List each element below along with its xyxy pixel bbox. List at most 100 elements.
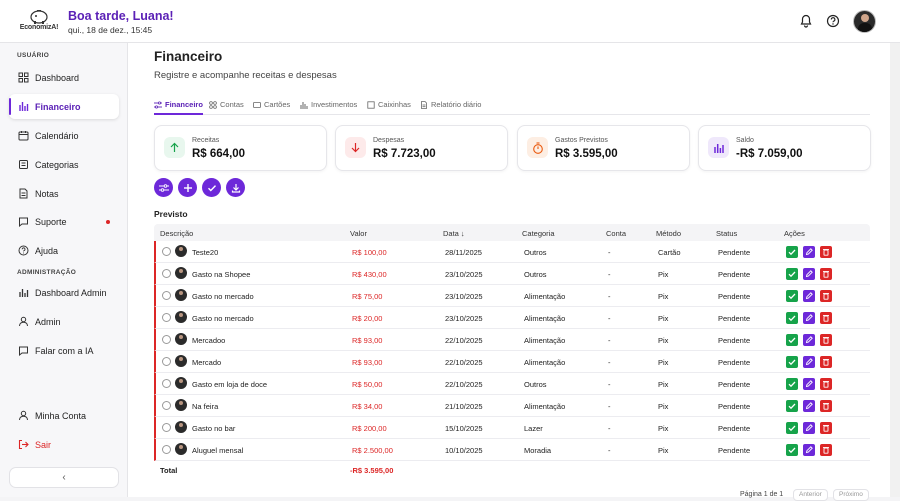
app-logo[interactable]: EconomizA! xyxy=(17,7,61,36)
row-select-radio[interactable] xyxy=(162,401,171,410)
collapse-sidebar-button[interactable]: ‹ xyxy=(9,467,119,488)
edit-row-button[interactable] xyxy=(803,378,815,390)
sidebar-item-categorias[interactable]: Categorias xyxy=(9,152,119,177)
table-row[interactable]: Gasto no bar R$ 200,00 15/10/2025 Lazer - Pix… xyxy=(154,417,870,439)
confirm-row-button[interactable] xyxy=(786,444,798,456)
download-button[interactable] xyxy=(226,178,245,197)
sidebar-item-minha-conta[interactable]: Minha Conta xyxy=(9,403,119,428)
edit-row-button[interactable] xyxy=(803,334,815,346)
scrollbar[interactable] xyxy=(890,43,900,497)
delete-row-button[interactable] xyxy=(820,312,832,324)
confirm-row-button[interactable] xyxy=(786,356,798,368)
box-icon xyxy=(367,100,375,109)
confirm-row-button[interactable] xyxy=(786,268,798,280)
table-row[interactable]: Teste20 R$ 100,00 28/11/2025 Outros - Cartão P… xyxy=(154,241,870,263)
sidebar-item-falar-com-ia[interactable]: Falar com a IA xyxy=(9,338,119,363)
confirm-row-button[interactable] xyxy=(786,422,798,434)
confirm-row-button[interactable] xyxy=(786,246,798,258)
confirm-button[interactable] xyxy=(202,178,221,197)
delete-row-button[interactable] xyxy=(820,268,832,280)
edit-row-button[interactable] xyxy=(803,356,815,368)
column-header[interactable]: Método xyxy=(656,229,682,238)
column-header[interactable]: Descrição xyxy=(160,229,194,238)
column-header[interactable]: Categoria xyxy=(522,229,555,238)
previous-page-button[interactable]: Anterior xyxy=(793,489,828,501)
logout-button[interactable]: Sair xyxy=(9,432,119,457)
sidebar-item-suporte[interactable]: Suporte xyxy=(9,209,119,234)
delete-row-button[interactable] xyxy=(820,378,832,390)
sidebar-item-ajuda[interactable]: Ajuda xyxy=(9,238,119,263)
delete-row-button[interactable] xyxy=(820,356,832,368)
add-button[interactable] xyxy=(178,178,197,197)
row-select-radio[interactable] xyxy=(162,379,171,388)
edit-row-button[interactable] xyxy=(803,290,815,302)
column-header[interactable]: Valor xyxy=(350,229,367,238)
table-row[interactable]: Mercadoo R$ 93,00 22/10/2025 Alimentação - Pi… xyxy=(154,329,870,351)
filter-button[interactable] xyxy=(154,178,173,197)
table-row[interactable]: Gasto na Shopee R$ 430,00 23/10/2025 Outros… xyxy=(154,263,870,285)
table-row[interactable]: Na feira R$ 34,00 21/10/2025 Alimentação - Pi… xyxy=(154,395,870,417)
table-body: Teste20 R$ 100,00 28/11/2025 Outros - Cartão P… xyxy=(154,241,870,461)
check-icon xyxy=(788,359,796,366)
tab-financeiro[interactable]: Financeiro xyxy=(154,100,203,115)
sidebar-item-calendario[interactable]: Calendário xyxy=(9,123,119,148)
delete-row-button[interactable] xyxy=(820,246,832,258)
row-select-radio[interactable] xyxy=(162,291,171,300)
confirm-row-button[interactable] xyxy=(786,334,798,346)
sidebar-item-label: Financeiro xyxy=(35,101,81,112)
edit-row-button[interactable] xyxy=(803,400,815,412)
sidebar-item-dashboard-admin[interactable]: Dashboard Admin xyxy=(9,280,119,305)
tab-investimentos[interactable]: Investimentos xyxy=(300,100,357,109)
bell-icon[interactable] xyxy=(799,14,813,28)
tab-cartoes[interactable]: Cartões xyxy=(253,100,290,109)
help-icon[interactable] xyxy=(826,14,840,28)
row-select-radio[interactable] xyxy=(162,423,171,432)
delete-row-button[interactable] xyxy=(820,334,832,346)
tab-caixinhas[interactable]: Caixinhas xyxy=(367,100,411,109)
table-row[interactable]: Mercado R$ 93,00 22/10/2025 Alimentação - Pix… xyxy=(154,351,870,373)
user-avatar[interactable] xyxy=(853,10,876,33)
column-header[interactable]: Status xyxy=(716,229,738,238)
tab-relatorio-diario[interactable]: Relatório diário xyxy=(420,100,481,109)
sidebar-item-notas[interactable]: Notas xyxy=(9,181,119,206)
confirm-row-button[interactable] xyxy=(786,378,798,390)
table-row[interactable]: Gasto em loja de doce R$ 50,00 22/10/2025 O… xyxy=(154,373,870,395)
row-select-radio[interactable] xyxy=(162,335,171,344)
delete-row-button[interactable] xyxy=(820,400,832,412)
sidebar-item-financeiro[interactable]: Financeiro xyxy=(9,94,119,119)
edit-row-button[interactable] xyxy=(803,422,815,434)
current-date: qui., 18 de dez., 15:45 xyxy=(68,25,153,35)
table-row[interactable]: Gasto no mercado R$ 75,00 23/10/2025 Alimen… xyxy=(154,285,870,307)
edit-row-button[interactable] xyxy=(803,246,815,258)
confirm-row-button[interactable] xyxy=(786,290,798,302)
next-page-button[interactable]: Próximo xyxy=(833,489,869,501)
confirm-row-button[interactable] xyxy=(786,312,798,324)
greeting: Boa tarde, Luana! xyxy=(68,9,174,23)
cell-data: 23/10/2025 xyxy=(445,314,483,323)
sidebar-item-dashboard[interactable]: Dashboard xyxy=(9,65,119,90)
row-select-radio[interactable] xyxy=(162,247,171,256)
column-header: Ações xyxy=(784,229,805,238)
edit-row-button[interactable] xyxy=(803,268,815,280)
cell-cat: Moradia xyxy=(524,446,552,455)
table-row[interactable]: Gasto no mercado R$ 20,00 23/10/2025 Alimen… xyxy=(154,307,870,329)
tab-contas[interactable]: Contas xyxy=(209,100,244,109)
cell-valor: R$ 93,00 xyxy=(352,336,383,345)
edit-row-button[interactable] xyxy=(803,312,815,324)
cell-metodo: Pix xyxy=(658,314,669,323)
avatar xyxy=(175,311,187,323)
row-select-radio[interactable] xyxy=(162,357,171,366)
cell-desc: Gasto no bar xyxy=(192,424,236,433)
edit-row-button[interactable] xyxy=(803,444,815,456)
row-select-radio[interactable] xyxy=(162,313,171,322)
delete-row-button[interactable] xyxy=(820,422,832,434)
delete-row-button[interactable] xyxy=(820,290,832,302)
sidebar-item-admin[interactable]: Admin xyxy=(9,309,119,334)
table-row[interactable]: Aluguel mensal R$ 2.500,00 10/10/2025 Morad… xyxy=(154,439,870,461)
column-header[interactable]: Data ↓ xyxy=(443,229,465,238)
delete-row-button[interactable] xyxy=(820,444,832,456)
column-header[interactable]: Conta xyxy=(606,229,627,238)
row-select-radio[interactable] xyxy=(162,445,171,454)
row-select-radio[interactable] xyxy=(162,269,171,278)
confirm-row-button[interactable] xyxy=(786,400,798,412)
